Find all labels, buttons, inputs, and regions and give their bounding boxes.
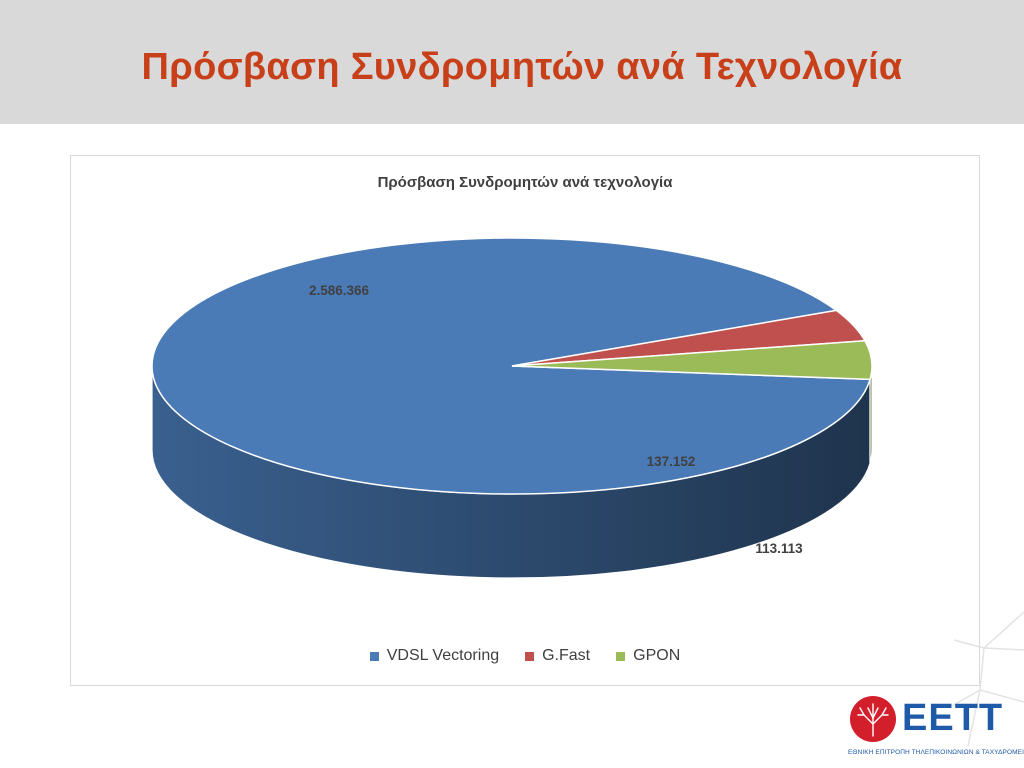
legend-item-vdsl: VDSL Vectoring — [369, 647, 500, 665]
data-label-gpon: 137.152 — [647, 454, 696, 469]
legend-swatch-gpon — [616, 651, 626, 661]
logo-wordmark: ΕΕΤΤ — [902, 697, 1004, 739]
legend-swatch-vdsl — [369, 651, 379, 661]
legend-item-gpon: GPON — [616, 647, 680, 665]
title-band: Πρόσβαση Συνδρομητών ανά Τεχνολογία — [0, 0, 1024, 124]
decorative-network-lines — [951, 611, 1024, 747]
logo-subtitle: ΕΘΝΙΚΗ ΕΠΙΤΡΟΠΗ ΤΗΛΕΠΙΚΟΙΝΩΝΙΩΝ & ΤΑΧΥΔΡ… — [848, 749, 1024, 756]
eett-logo: ΕΕΤΤ ΕΘΝΙΚΗ ΕΠΙΤΡΟΠΗ ΤΗΛΕΠΙΚΟΙΝΩΝΙΩΝ & Τ… — [848, 696, 1024, 766]
pie-top — [151, 237, 873, 495]
legend-item-gfast: G.Fast — [525, 647, 590, 665]
slide-title: Πρόσβαση Συνδρομητών ανά Τεχνολογία — [141, 46, 903, 88]
legend-label-vdsl: VDSL Vectoring — [386, 647, 500, 664]
pie-slice-gpon — [511, 339, 873, 381]
pie-slice-vdsl — [151, 237, 872, 495]
legend-label-gfast: G.Fast — [542, 647, 591, 664]
legend-swatch-gfast — [525, 651, 535, 661]
chart-legend: VDSL Vectoring G.Fast GPON — [71, 647, 979, 665]
data-label-vdsl: 2.586.366 — [309, 283, 370, 298]
logo-tree-icon — [850, 696, 896, 742]
pie-chart: 2.586.366 113.113 137.152 — [151, 237, 873, 579]
chart-frame: 2.586.366 113.113 137.152 Πρόσβαση Συνδρομ… — [70, 155, 980, 686]
legend-label-gpon: GPON — [633, 647, 681, 664]
chart-title: Πρόσβαση Συνδρομητών ανά τεχνολογία — [377, 174, 673, 191]
data-label-gfast: 113.113 — [755, 541, 803, 556]
